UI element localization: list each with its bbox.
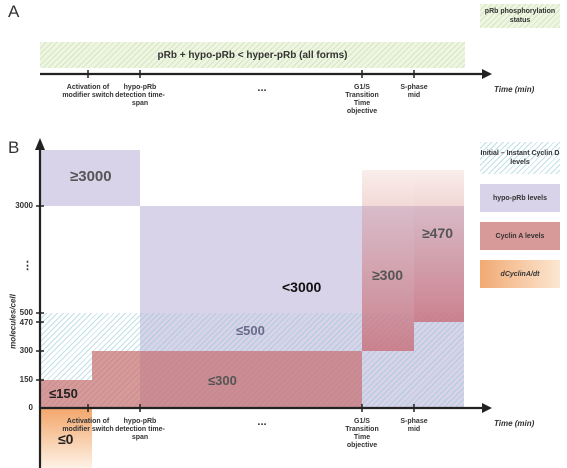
ytick-150: 150 xyxy=(19,375,33,384)
region-cyclin-a-150 xyxy=(40,380,92,408)
label-lt3000: <3000 xyxy=(282,279,322,295)
label-le0: ≤0 xyxy=(58,431,74,447)
b-tick-g1s: G1/S Transition Time objective xyxy=(345,418,379,449)
label-le500: ≤500 xyxy=(236,323,265,338)
label-ge470: ≥470 xyxy=(422,225,454,241)
legend-cyclin-d-label: Initial – Instant Cyclin D levels xyxy=(480,150,560,166)
region-cyclin-a-300 xyxy=(92,351,362,408)
prb-band-label: pRb + hypo-pRb < hyper-pRb (all forms) xyxy=(157,49,348,61)
panel-a-letter: A xyxy=(8,2,20,21)
legend-phosphorylation-label: pRb phosphorylation status xyxy=(484,8,556,24)
region-ge470 xyxy=(414,170,464,322)
b-tick-activation: Activation of modifier switch xyxy=(62,418,114,433)
a-time-label: Time (min) xyxy=(494,85,535,94)
ytick-500: 500 xyxy=(19,308,33,317)
label-ge300: ≥300 xyxy=(372,267,404,283)
b-tick-hypo-detection: hypo-pRb detection time-span xyxy=(115,418,165,441)
ytick-470: 470 xyxy=(19,318,33,327)
legend-cyclin-a-label: Cyclin A levels xyxy=(495,232,545,240)
a-tick-g1s: G1/S Transition Time objective xyxy=(345,84,379,115)
y-axis-title: molecules/cell xyxy=(8,294,18,349)
prb-band: pRb + hypo-pRb < hyper-pRb (all forms) xyxy=(40,42,465,68)
ytick-vdots: ⋮ xyxy=(22,260,33,272)
label-le300: ≤300 xyxy=(208,373,237,388)
legend-cyclin-a: Cyclin A levels xyxy=(480,222,560,250)
region-ge3000 xyxy=(40,150,140,206)
legend-hypo: hypo-pRb levels xyxy=(480,184,560,212)
legend-dcyclin-label: dCyclinA/dt xyxy=(500,270,540,278)
ytick-0: 0 xyxy=(28,403,33,412)
ytick-3000: 3000 xyxy=(15,201,33,210)
b-tick-ellipsis: ... xyxy=(257,416,267,428)
region-dcyclin xyxy=(40,408,92,468)
ytick-300: 300 xyxy=(19,346,33,355)
region-ge300 xyxy=(362,170,414,351)
label-ge3000: ≥3000 xyxy=(70,168,112,185)
a-tick-ellipsis: ... xyxy=(257,82,267,94)
b-time-label: Time (min) xyxy=(494,419,535,428)
panel-b-letter: B xyxy=(8,138,20,157)
a-tick-sphase: S-phase mid xyxy=(400,84,428,99)
a-tick-hypo-detection: hypo-pRb detection time-span xyxy=(115,84,165,107)
legend-cyclin-d: Initial – Instant Cyclin D levels xyxy=(480,142,560,174)
legend-hypo-label: hypo-pRb levels xyxy=(492,194,548,202)
b-tick-sphase: S-phase mid xyxy=(400,418,428,433)
legend-phosphorylation-status: pRb phosphorylation status xyxy=(480,4,560,28)
label-le150: ≤150 xyxy=(49,386,78,401)
legend-dcyclin: dCyclinA/dt xyxy=(480,260,560,288)
a-tick-activation: Activation of modifier switch xyxy=(62,84,114,99)
